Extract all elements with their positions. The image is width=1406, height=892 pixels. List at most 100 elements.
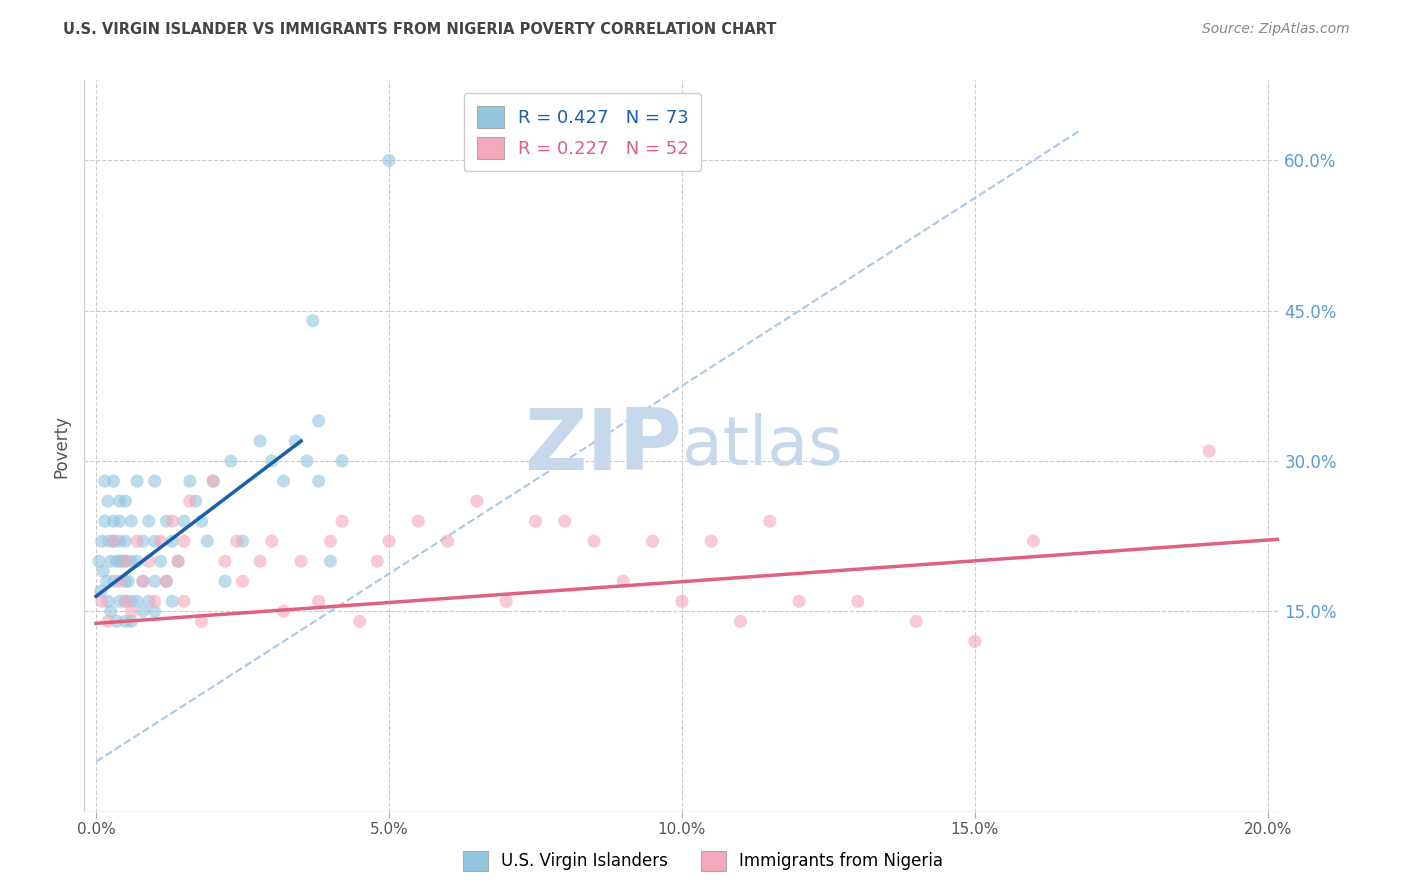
Point <box>295 454 318 468</box>
Point <box>612 574 634 589</box>
Point <box>120 604 142 618</box>
Legend: R = 0.427   N = 73, R = 0.227   N = 52: R = 0.427 N = 73, R = 0.227 N = 52 <box>464 93 702 171</box>
Point <box>378 153 401 168</box>
Point <box>114 615 136 629</box>
Point <box>495 594 517 608</box>
Point <box>730 615 752 629</box>
Point <box>87 554 110 568</box>
Point <box>308 594 330 608</box>
Point <box>273 474 295 488</box>
Point <box>98 534 120 549</box>
Point <box>97 594 120 608</box>
Point <box>103 574 125 589</box>
Point <box>759 514 782 528</box>
Point <box>132 574 155 589</box>
Point <box>249 554 271 568</box>
Point <box>114 594 136 608</box>
Point <box>273 604 295 618</box>
Point <box>127 594 149 608</box>
Text: ZIP: ZIP <box>524 404 682 488</box>
Point <box>260 454 283 468</box>
Point <box>120 554 142 568</box>
Point <box>905 615 928 629</box>
Point <box>583 534 606 549</box>
Point <box>366 554 388 568</box>
Point <box>143 534 166 549</box>
Point <box>167 554 190 568</box>
Point <box>143 474 166 488</box>
Point <box>846 594 869 608</box>
Point <box>100 604 122 618</box>
Point <box>108 494 131 508</box>
Point <box>349 615 371 629</box>
Point <box>120 615 142 629</box>
Point <box>111 554 134 568</box>
Point <box>132 534 155 549</box>
Point <box>132 604 155 618</box>
Point <box>671 594 693 608</box>
Point <box>132 574 155 589</box>
Point <box>114 574 136 589</box>
Point <box>330 454 353 468</box>
Point <box>202 474 225 488</box>
Point <box>319 554 342 568</box>
Point <box>179 494 201 508</box>
Point <box>173 514 195 528</box>
Point <box>149 534 172 549</box>
Point <box>103 514 125 528</box>
Point <box>308 474 330 488</box>
Point <box>103 534 125 549</box>
Point <box>700 534 723 549</box>
Point <box>97 615 120 629</box>
Point <box>138 514 160 528</box>
Point <box>127 534 149 549</box>
Point <box>231 574 254 589</box>
Point <box>1022 534 1045 549</box>
Point <box>162 514 183 528</box>
Point <box>114 594 136 608</box>
Point <box>155 514 177 528</box>
Point <box>90 594 114 608</box>
Point <box>138 594 160 608</box>
Point <box>173 534 195 549</box>
Text: atlas: atlas <box>682 413 842 479</box>
Point <box>408 514 430 528</box>
Point <box>260 534 283 549</box>
Point <box>127 474 149 488</box>
Point <box>108 594 131 608</box>
Point <box>120 514 142 528</box>
Point <box>249 434 271 448</box>
Point <box>319 534 342 549</box>
Point <box>284 434 307 448</box>
Point <box>554 514 576 528</box>
Point <box>214 554 236 568</box>
Point <box>162 594 183 608</box>
Point <box>963 634 986 648</box>
Point <box>302 314 325 328</box>
Point <box>117 574 139 589</box>
Point <box>197 534 219 549</box>
Text: Source: ZipAtlas.com: Source: ZipAtlas.com <box>1202 22 1350 37</box>
Point <box>214 574 236 589</box>
Point <box>202 474 225 488</box>
Point <box>143 604 166 618</box>
Point <box>108 534 131 549</box>
Point <box>91 564 114 578</box>
Point <box>167 554 190 568</box>
Point <box>155 574 177 589</box>
Point <box>143 594 166 608</box>
Point <box>465 494 488 508</box>
Point <box>308 414 330 428</box>
Point <box>143 574 166 589</box>
Point <box>162 534 183 549</box>
Point <box>179 474 201 488</box>
Point <box>231 534 254 549</box>
Point <box>219 454 242 468</box>
Point <box>97 494 120 508</box>
Point <box>103 534 125 549</box>
Legend: U.S. Virgin Islanders, Immigrants from Nigeria: U.S. Virgin Islanders, Immigrants from N… <box>454 842 952 880</box>
Point <box>96 574 118 589</box>
Point <box>90 584 112 599</box>
Point <box>138 554 160 568</box>
Point <box>114 534 136 549</box>
